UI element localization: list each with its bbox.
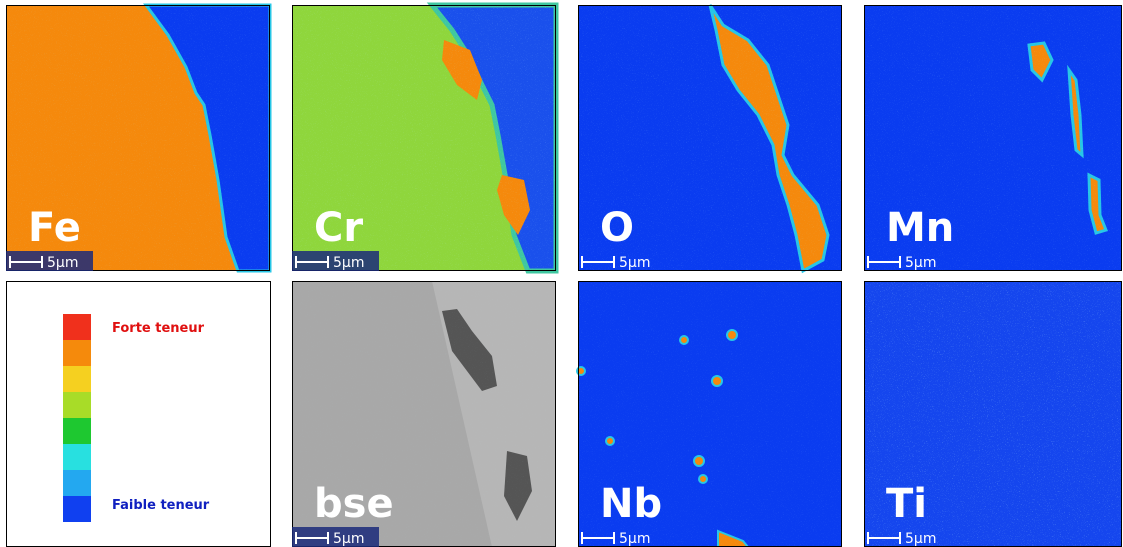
element-label: bse	[314, 481, 394, 527]
legend-swatch	[63, 392, 91, 418]
fe-map	[6, 3, 272, 273]
element-label: Mn	[886, 205, 954, 251]
legend-swatch	[63, 314, 91, 340]
nb-map	[576, 281, 842, 547]
ti-map	[864, 281, 1122, 547]
scale-box	[292, 527, 379, 547]
panel-border	[6, 5, 270, 271]
scale-label: 5µm	[619, 531, 650, 547]
legend-swatch	[63, 340, 91, 366]
element-label: Cr	[314, 205, 363, 251]
element-label: Nb	[600, 481, 662, 527]
panel-border	[578, 5, 842, 271]
scale-box	[292, 251, 379, 271]
legend-swatch	[63, 470, 91, 496]
panel-border	[864, 5, 1122, 271]
scale-label: 5µm	[619, 255, 650, 271]
element-label: O	[600, 205, 634, 251]
scale-label: 5µm	[47, 255, 78, 271]
scale-box	[6, 251, 93, 271]
scale-label: 5µm	[905, 531, 936, 547]
scale-label: 5µm	[333, 255, 364, 271]
o-map	[578, 4, 842, 274]
legend-swatch	[63, 444, 91, 470]
scale-label: 5µm	[905, 255, 936, 271]
legend-panel: Forte teneur Faible teneur	[6, 281, 271, 547]
bse-map	[292, 281, 556, 547]
legend-swatch	[63, 366, 91, 392]
mn-map	[864, 5, 1122, 271]
legend-swatch	[63, 496, 91, 522]
legend-low: Faible teneur	[112, 498, 210, 513]
cr-map	[292, 2, 559, 274]
legend-high: Forte teneur	[112, 321, 205, 336]
legend-swatch	[63, 418, 91, 444]
element-label: Ti	[886, 481, 927, 527]
scale-label: 5µm	[333, 531, 364, 547]
element-label: Fe	[28, 205, 81, 251]
panel-border	[292, 5, 556, 271]
